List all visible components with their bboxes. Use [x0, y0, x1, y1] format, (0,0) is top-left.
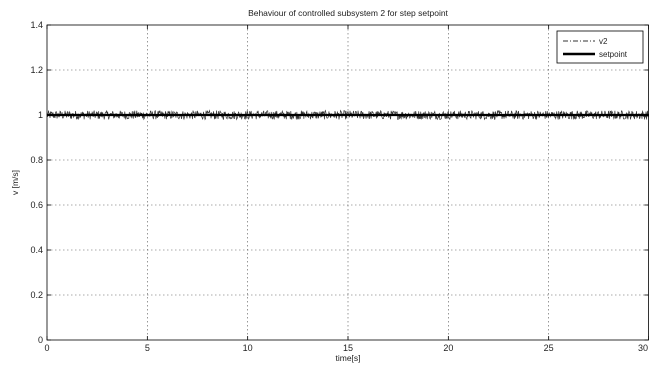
chart-title: Behaviour of controlled subsystem 2 for …: [248, 8, 448, 18]
y-axis-label: v [m/s]: [10, 170, 20, 195]
x-tick-label: 15: [343, 343, 353, 353]
y-tick-label: 1.4: [30, 20, 43, 30]
legend-label-v2: v2: [599, 37, 608, 46]
y-tick-label: 0.4: [30, 245, 43, 255]
y-tick-label: 0.2: [30, 290, 43, 300]
y-tick-label: 1: [38, 110, 43, 120]
x-tick-label: 5: [145, 343, 150, 353]
y-tick-label: 0: [38, 335, 43, 345]
tick-labels: 0 5 10 15 20 25 30 0 0.2 0.4 0.6 0.8 1 1.2 1.4: [30, 20, 648, 353]
legend: v2 setpoint: [556, 30, 644, 64]
ticks: [46, 24, 649, 341]
x-axis-label: time[s]: [335, 353, 360, 363]
y-tick-label: 0.8: [30, 155, 43, 165]
y-tick-label: 1.2: [30, 65, 43, 75]
x-tick-label: 25: [544, 343, 554, 353]
series-layer: [46, 109, 649, 121]
legend-label-setpoint: setpoint: [599, 50, 628, 59]
y-tick-label: 0.6: [30, 200, 43, 210]
legend-box: [556, 30, 644, 64]
x-tick-label: 10: [243, 343, 253, 353]
x-tick-label: 20: [443, 343, 453, 353]
x-tick-label: 0: [44, 343, 49, 353]
x-tick-label: 30: [638, 343, 648, 353]
